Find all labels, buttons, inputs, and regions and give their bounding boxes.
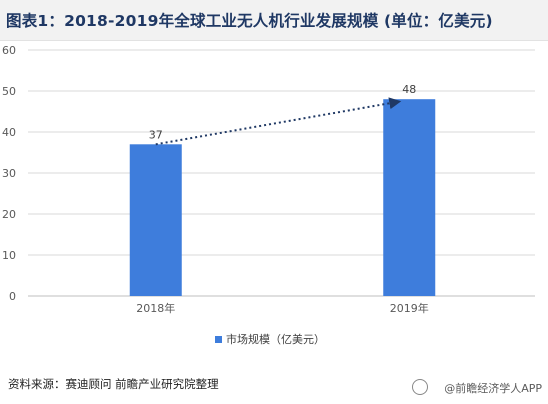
data-label: 48	[402, 83, 416, 96]
data-label: 37	[149, 128, 163, 141]
x-tick-label: 2019年	[390, 301, 429, 315]
y-tick-label: 10	[2, 249, 16, 262]
y-tick-label: 20	[2, 208, 16, 221]
bar-2018年	[129, 144, 182, 296]
y-tick-label: 30	[2, 167, 16, 180]
chart-title: 图表1：2018-2019年全球工业无人机行业发展规模 (单位：亿美元)	[6, 12, 493, 30]
title-bar: 图表1：2018-2019年全球工业无人机行业发展规模 (单位：亿美元)	[0, 0, 548, 41]
legend: 市场规模（亿美元）	[215, 331, 325, 347]
legend-label: 市场规模（亿美元）	[226, 333, 325, 346]
watermark-text: @前瞻经济学人APP	[444, 382, 542, 395]
x-tick-label: 2018年	[136, 301, 175, 315]
y-tick-label: 40	[2, 126, 16, 139]
legend-swatch	[215, 335, 222, 343]
bar-2019年	[383, 99, 436, 296]
y-tick-label: 0	[9, 290, 16, 303]
watermark-logo-icon	[412, 379, 428, 395]
bar-chart: 0 10 20 30 40 50 60 2018年 2019年 37 48	[2, 44, 535, 315]
y-tick-label: 60	[2, 44, 16, 57]
y-tick-label: 50	[2, 85, 16, 98]
trend-arrow	[155, 97, 402, 146]
source-note: 资料来源：赛迪顾问 前瞻产业研究院整理	[8, 377, 219, 391]
